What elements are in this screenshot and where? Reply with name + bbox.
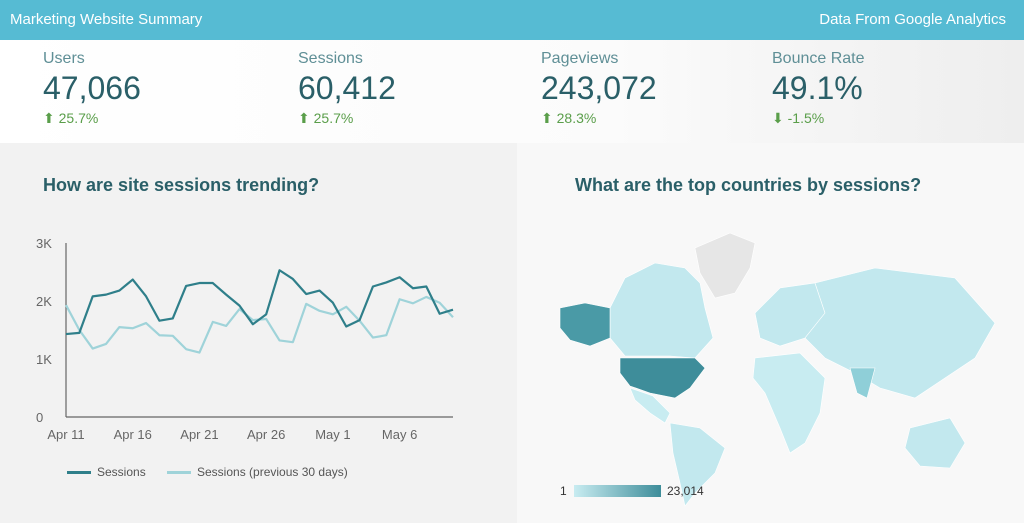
kpi-label: Users (43, 50, 85, 67)
kpi-band: Users 47,066 ⬆ 25.7% Sessions 60,412 ⬆ 2… (0, 40, 1024, 143)
legend-sessions[interactable]: Sessions (67, 465, 146, 479)
x-tick-label: May 1 (315, 427, 350, 442)
arrow-up-icon: ⬆ (541, 110, 553, 126)
color-gradient-bar (574, 485, 661, 497)
arrow-up-icon: ⬆ (298, 110, 310, 126)
header-bar: Marketing Website Summary Data From Goog… (0, 0, 1024, 40)
kpi-change: ⬇ -1.5% (772, 110, 825, 126)
legend-label: Sessions (previous 30 days) (197, 465, 348, 479)
x-tick-label: Apr 21 (180, 427, 218, 442)
map-asia (804, 267, 996, 399)
y-tick-label: 3K (36, 236, 52, 251)
data-source-label: Data From Google Analytics (819, 11, 1006, 28)
kpi-value: 47,066 (43, 70, 141, 106)
legend-swatch (167, 471, 191, 475)
x-tick-label: Apr 11 (47, 427, 84, 442)
x-tick-label: May 6 (382, 427, 417, 442)
legend-max: 23,014 (667, 484, 704, 498)
kpi-value: 49.1% (772, 70, 863, 106)
report-title: Marketing Website Summary (10, 11, 203, 28)
map-alaska (559, 302, 611, 347)
series-sessions-line (65, 269, 454, 336)
world-map[interactable] (555, 228, 1000, 508)
legend-min: 1 (560, 484, 567, 498)
arrow-down-icon: ⬇ (772, 110, 784, 126)
map-greenland (694, 232, 756, 299)
legend-previous[interactable]: Sessions (previous 30 days) (167, 465, 348, 479)
map-usa (619, 357, 706, 399)
map-central-america (629, 387, 671, 424)
map-canada (609, 262, 714, 359)
map-title: What are the top countries by sessions? (575, 175, 922, 195)
y-tick-label: 1K (36, 352, 52, 367)
kpi-value: 243,072 (541, 70, 657, 106)
kpi-pageviews: Pageviews 243,072 ⬆ 28.3% (541, 50, 657, 127)
kpi-label: Sessions (298, 50, 363, 67)
map-color-legend: 1 23,014 (560, 484, 704, 498)
trend-panel (0, 143, 517, 523)
arrow-up-icon: ⬆ (43, 110, 55, 126)
kpi-users: Users 47,066 ⬆ 25.7% (43, 50, 141, 127)
legend-label: Sessions (97, 465, 146, 479)
map-south-america (669, 422, 726, 507)
kpi-change: ⬆ 28.3% (541, 110, 597, 126)
kpi-change: ⬆ 25.7% (43, 110, 99, 126)
map-australia (904, 417, 966, 469)
y-tick-label: 2K (36, 294, 52, 309)
series-previous-line (65, 295, 454, 354)
kpi-label: Bounce Rate (772, 50, 865, 67)
legend-swatch (67, 471, 91, 475)
map-india (849, 367, 876, 399)
sessions-line-chart: 0 1K 2K 3K Apr 11 Apr 16 Apr 21 Apr 26 May 1 May … (36, 236, 454, 442)
kpi-change: ⬆ 25.7% (298, 110, 354, 126)
x-tick-label: Apr 26 (247, 427, 285, 442)
map-africa (752, 352, 826, 454)
y-tick-label: 0 (36, 410, 43, 425)
kpi-sessions: Sessions 60,412 ⬆ 25.7% (298, 50, 396, 127)
x-tick-label: Apr 16 (114, 427, 152, 442)
trend-title: How are site sessions trending? (43, 175, 320, 195)
kpi-value: 60,412 (298, 70, 396, 106)
kpi-label: Pageviews (541, 50, 619, 67)
kpi-bounce-rate: Bounce Rate 49.1% ⬇ -1.5% (772, 50, 865, 127)
